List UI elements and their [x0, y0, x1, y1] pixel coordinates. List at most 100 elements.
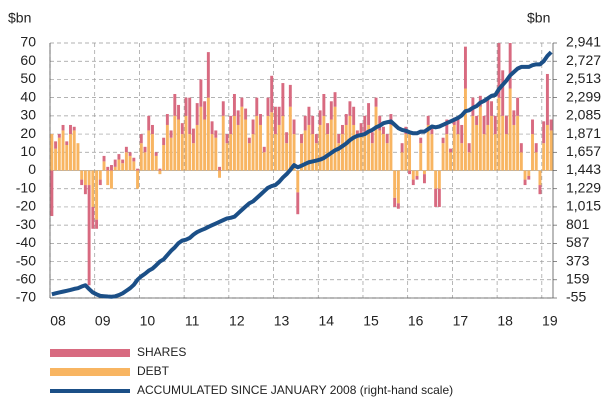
bar-segment	[98, 170, 102, 180]
x-tick-label: 15	[363, 313, 379, 329]
bar-segment	[165, 124, 169, 171]
bar-segment	[337, 134, 341, 144]
bar-segment	[352, 124, 356, 171]
y2-tick-label: 2,727	[566, 52, 601, 68]
bar-segment	[117, 154, 121, 160]
bar-segment	[490, 115, 493, 171]
bar-segment	[244, 119, 248, 171]
bar-segment	[210, 121, 214, 135]
y2-tick-label: 1,871	[566, 125, 601, 141]
bar-segment	[57, 137, 61, 171]
bar-segment	[303, 115, 307, 131]
bar-segment	[538, 185, 542, 195]
bar-segment	[262, 146, 266, 153]
bar-segment	[337, 143, 341, 171]
bar-segment	[545, 73, 549, 125]
bar-segment	[229, 115, 233, 135]
bar-segment	[437, 170, 441, 189]
bar-segment	[206, 97, 210, 171]
bar-segment	[221, 101, 225, 116]
bar-segment	[240, 106, 244, 171]
bar-segment	[154, 152, 158, 156]
x-tick-label: 16	[408, 313, 424, 329]
bar-segment	[322, 94, 326, 116]
bar-segment	[69, 124, 72, 135]
bar-segment	[378, 130, 382, 171]
bar-segment	[531, 134, 534, 171]
bar-segment	[504, 115, 508, 135]
bar-segment	[460, 143, 464, 171]
bar-segment	[359, 134, 363, 171]
y2-tick-label: 1,015	[566, 198, 601, 214]
bar-segment	[106, 166, 110, 171]
bar-segment	[121, 163, 125, 171]
bar-segment	[247, 137, 251, 144]
bar-segment	[400, 143, 404, 153]
bar-segment	[177, 119, 181, 171]
y-tick-label: 60	[20, 52, 36, 68]
bar-segment	[307, 106, 311, 125]
bar-segment	[180, 123, 184, 135]
bar-segment	[128, 155, 132, 171]
bar-segment	[132, 161, 136, 171]
bar-segment	[270, 112, 274, 171]
bar-segment	[251, 134, 255, 171]
bar-segment	[95, 219, 99, 229]
x-tick-label: 13	[274, 313, 290, 329]
bar-segment	[516, 97, 520, 116]
bar-segment	[329, 101, 333, 120]
bar-segment	[191, 143, 195, 171]
bar-segment	[385, 143, 389, 171]
bar-segment	[326, 134, 330, 171]
bar-segment	[143, 146, 147, 153]
bar-segment	[437, 188, 441, 207]
bar-segment	[296, 170, 300, 193]
bar-segment	[259, 124, 262, 171]
y2-tick-label: 2,513	[566, 70, 601, 86]
bar-segment	[165, 114, 169, 125]
bar-segment	[341, 124, 344, 135]
bar-segment	[493, 115, 497, 135]
bar-segment	[523, 170, 527, 180]
bar-segment	[382, 126, 385, 135]
legend-swatch	[50, 349, 130, 357]
bar-segment	[83, 170, 87, 186]
bar-segment	[136, 168, 140, 171]
bar-segment	[471, 115, 475, 171]
bar-segment	[300, 143, 303, 171]
bar-segment	[534, 152, 538, 171]
bar-segment	[87, 170, 91, 186]
y2-tick-label: 159	[566, 270, 590, 286]
x-tick-label: 12	[229, 313, 245, 329]
bar-segment	[456, 134, 460, 171]
x-tick-label: 19	[542, 313, 558, 329]
y2-tick-label: 1,443	[566, 161, 601, 177]
y2-tick-label: 2,299	[566, 88, 601, 104]
bar-segment	[188, 134, 192, 171]
y2-tick-label: 1,657	[566, 143, 601, 159]
bar-segment	[363, 134, 367, 171]
bar-segment	[69, 134, 72, 171]
bar-segment	[232, 94, 236, 116]
bar-segment	[214, 130, 218, 138]
bar-segment	[147, 115, 151, 131]
bar-segment	[158, 170, 162, 175]
bar-segment	[255, 115, 259, 171]
bar-segment	[378, 115, 382, 131]
y-axis-label: $bn	[8, 10, 31, 26]
bar-segment	[460, 124, 464, 144]
bar-segment	[162, 145, 166, 171]
bar-segment	[348, 115, 352, 171]
bar-segment	[195, 124, 199, 171]
y-tick-label: 50	[20, 70, 36, 86]
bar-segment	[270, 75, 274, 113]
bar-segment	[497, 97, 501, 171]
bar-segment	[76, 143, 80, 171]
bar-segment	[542, 143, 546, 171]
bar-segment	[411, 170, 415, 180]
bar-segment	[344, 124, 348, 171]
bar-segment	[497, 43, 501, 98]
bar-segment	[527, 175, 531, 180]
bar-segment	[83, 185, 87, 195]
x-tick-label: 14	[318, 313, 334, 329]
